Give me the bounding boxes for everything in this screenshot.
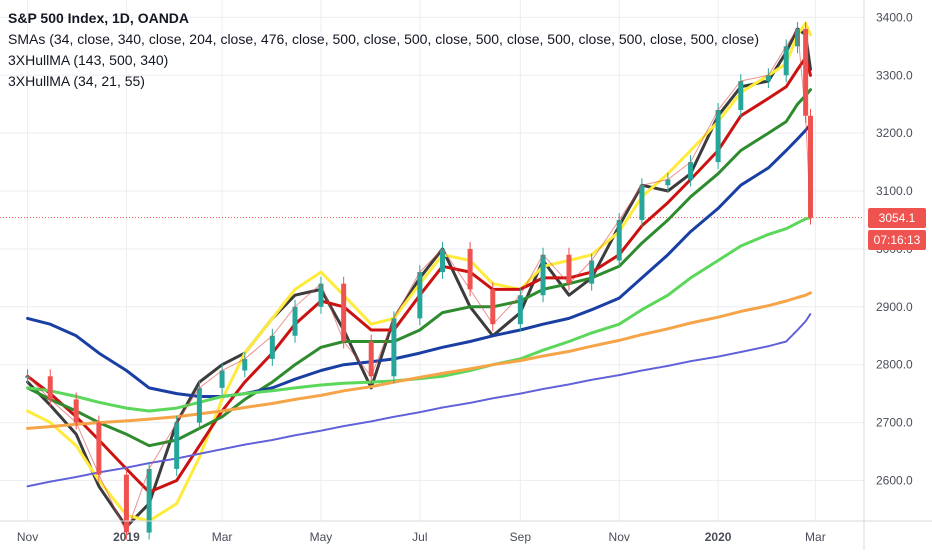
price-candle — [146, 468, 152, 533]
price-candle — [368, 341, 374, 377]
ma-line-7 — [26, 291, 812, 430]
x-tick-label: 2019 — [113, 530, 140, 544]
y-tick-label: 2900.0 — [876, 300, 913, 314]
x-tick-label: Sep — [510, 530, 532, 544]
price-candle — [765, 75, 771, 82]
price-candle — [318, 283, 324, 307]
legend-sma: SMAs (34, close, 340, close, 204, close,… — [8, 31, 759, 47]
price-candle — [96, 422, 102, 475]
price-candle — [174, 422, 180, 469]
y-tick-label: 2600.0 — [876, 473, 913, 487]
price-candle — [467, 248, 473, 290]
price-candle — [783, 46, 789, 76]
y-tick-label: 3300.0 — [876, 68, 913, 82]
price-candle — [490, 289, 496, 325]
price-candle — [242, 358, 248, 371]
price-candle — [566, 254, 572, 284]
price-candle — [540, 254, 546, 296]
x-tick-label: 2020 — [705, 530, 732, 544]
price-candle — [803, 28, 809, 116]
x-tick-label: Jul — [412, 530, 427, 544]
price-candle — [47, 376, 53, 400]
price-candle — [417, 272, 423, 319]
price-candle — [123, 474, 129, 533]
price-candle — [589, 260, 595, 284]
price-candle — [808, 115, 814, 218]
price-candle — [269, 335, 275, 359]
y-tick-label: 3100.0 — [876, 184, 913, 198]
ma-line-5 — [26, 123, 812, 398]
legend: S&P 500 Index, 1D, OANDA SMAs (34, close… — [8, 8, 759, 92]
x-tick-label: Nov — [609, 530, 630, 544]
y-tick-label: 2700.0 — [876, 416, 913, 430]
legend-title: S&P 500 Index, 1D, OANDA — [8, 10, 190, 26]
price-candle — [665, 179, 671, 186]
price-candle — [391, 318, 397, 377]
price-candle — [440, 248, 446, 273]
x-tick-label: Mar — [805, 530, 826, 544]
legend-hull-2: 3XHullMA (34, 21, 55) — [8, 73, 145, 89]
price-candle — [196, 387, 202, 423]
price-candle — [715, 109, 721, 163]
x-tick-label: May — [310, 530, 333, 544]
price-candle — [738, 81, 744, 110]
legend-hull-1: 3XHullMA (143, 500, 340) — [8, 52, 169, 68]
price-candle — [795, 28, 801, 47]
price-line — [27, 27, 811, 534]
x-tick-label: Mar — [212, 530, 233, 544]
price-candle — [517, 295, 523, 325]
price-candle — [341, 283, 347, 342]
ma-line-6 — [26, 216, 812, 413]
price-candle — [73, 399, 79, 423]
y-tick-label: 2800.0 — [876, 358, 913, 372]
y-tick-label: 3200.0 — [876, 126, 913, 140]
price-candle — [292, 306, 298, 336]
ma-line-4 — [26, 88, 812, 448]
price-candle — [25, 376, 31, 378]
series-layer — [25, 21, 814, 540]
y-tick-label: 3400.0 — [876, 10, 913, 24]
price-candle — [688, 162, 694, 180]
countdown-tag: 07:16:13 — [868, 230, 926, 250]
price-candle — [219, 370, 225, 388]
x-tick-label: Nov — [17, 530, 38, 544]
ma-line-8 — [26, 312, 812, 488]
price-candle — [616, 219, 622, 261]
price-candle — [639, 185, 645, 220]
last-price-tag: 3054.1 — [868, 208, 926, 228]
